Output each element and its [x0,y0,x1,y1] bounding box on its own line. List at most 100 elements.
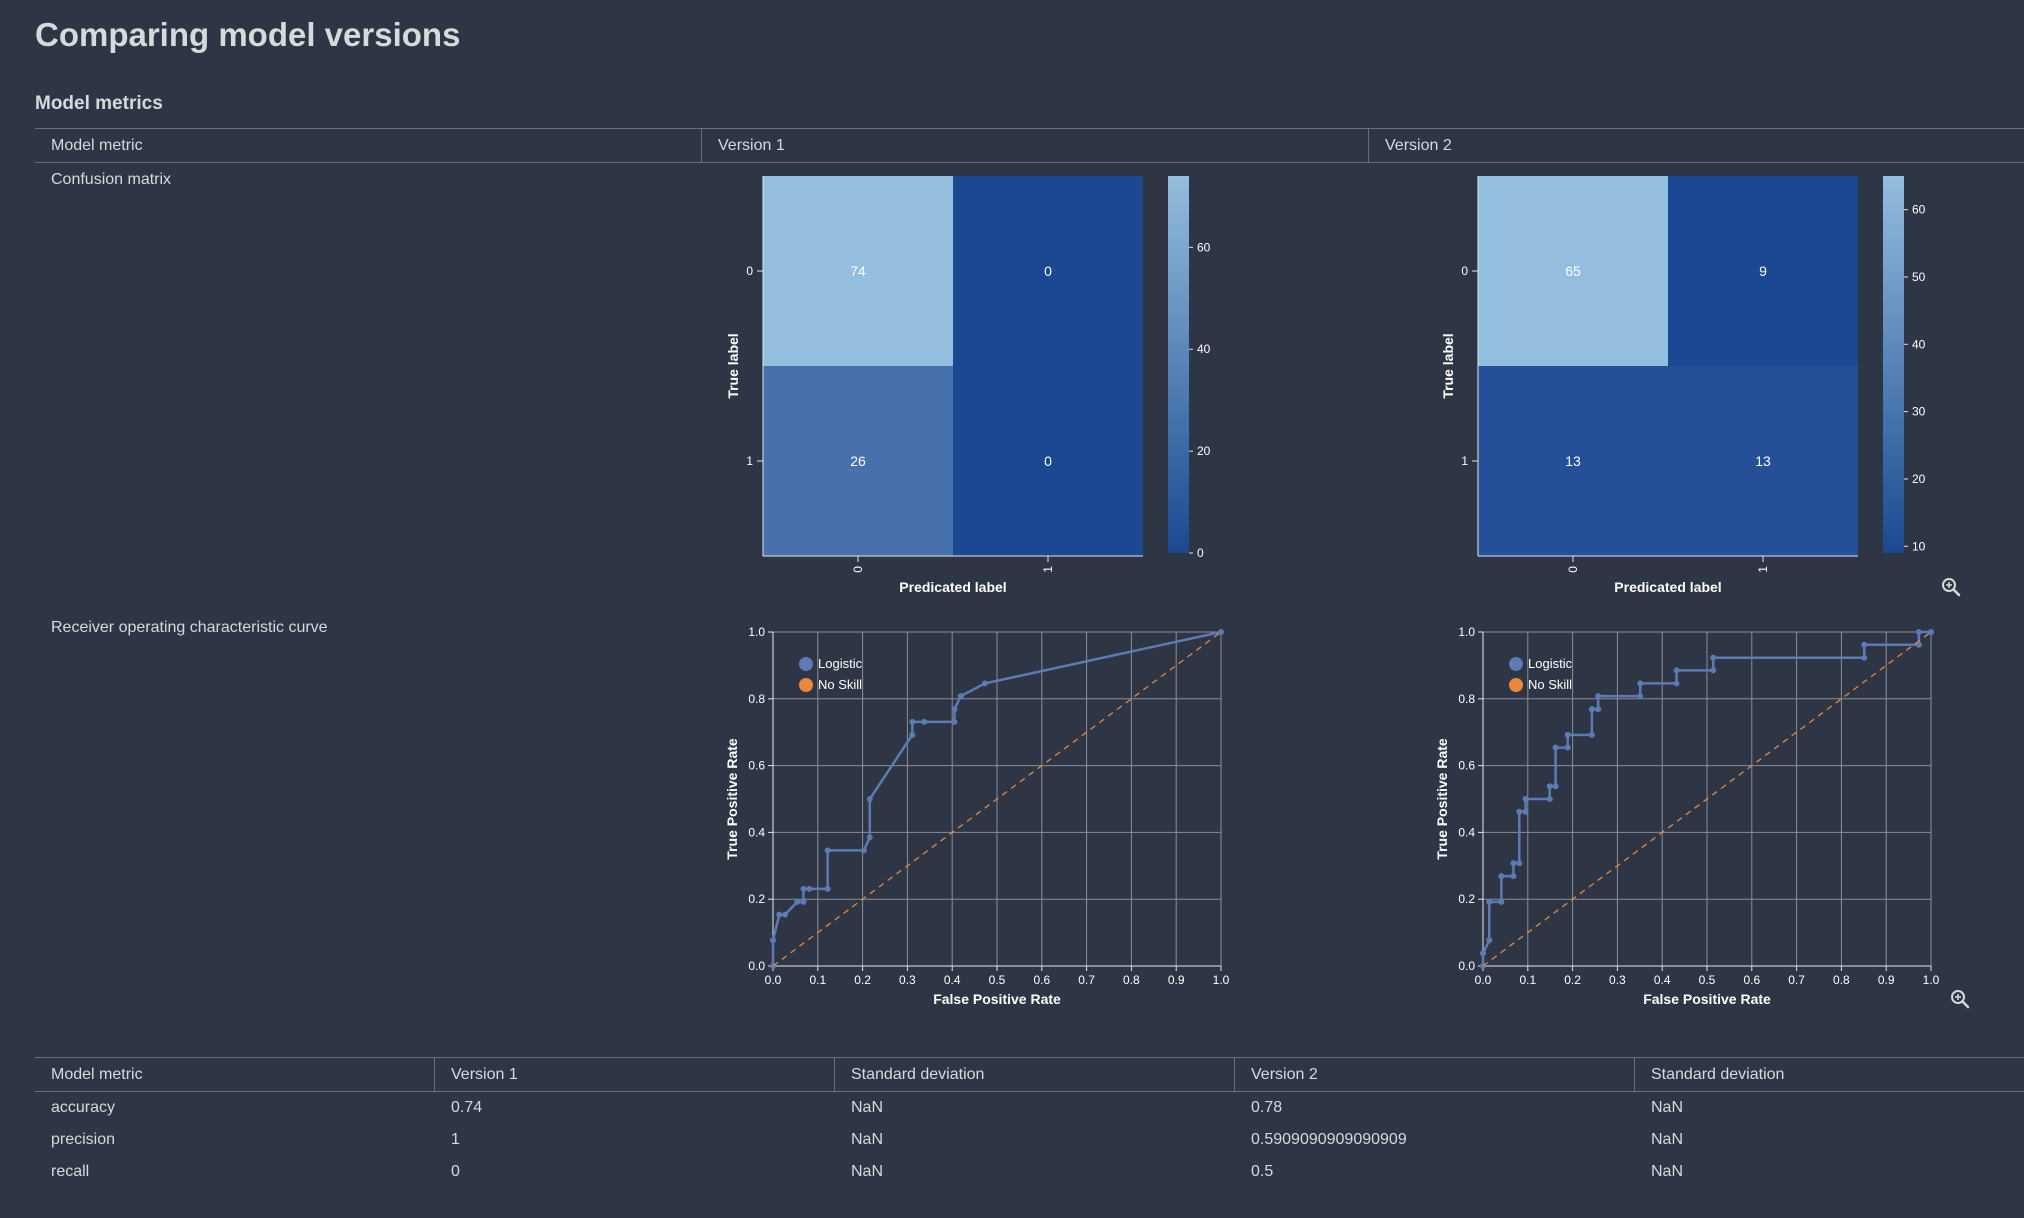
data-point [1915,629,1922,635]
y-tick-label: 0.4 [748,825,765,839]
x-axis-label: Predicated label [899,579,1006,595]
data-point [866,796,873,802]
legend-marker [1509,678,1523,692]
data-point [824,847,831,854]
matrix-cell [953,176,1143,366]
x-tick-label: 0.6 [1033,973,1050,987]
data-point [1498,873,1505,880]
roc-chart-v1: 0.0 0.1 0.2 0.3 0.4 0.5 0.6 0.7 0.8 0.9 1.0 0.0 0.2 0… [724,625,1230,1007]
column-divider [1368,128,1369,162]
metric-name: recall [51,1163,90,1180]
data-point [1673,667,1680,674]
data-point [1710,654,1717,661]
y-tick-label: 0.6 [1458,759,1475,773]
zoom-in-icon[interactable] [1949,988,1971,1010]
x-tick-label: 0.6 [1743,973,1760,987]
metric-std-v2: NaN [1651,1163,1684,1180]
data-point [1673,680,1680,687]
data-point [1595,706,1602,713]
stats-header-std-1: Standard deviation [851,1066,985,1083]
x-tick-label: 0.2 [1564,973,1581,987]
x-tick-label: 0.4 [1654,973,1671,987]
cell-value: 74 [850,263,866,279]
metric-value-v1: 0.74 [451,1099,483,1116]
stats-header-std-2: Standard deviation [1651,1066,1785,1083]
data-point [1546,783,1553,790]
y-axis-label: True Positive Rate [1434,738,1450,860]
divider [35,1057,2024,1058]
x-tick-label: 0.8 [1833,973,1850,987]
colorbar [1883,176,1904,553]
colorbar-tick-label: 60 [1912,203,1926,217]
y-tick-label: 0.4 [1458,825,1475,839]
x-tick-label: 0.9 [1878,973,1895,987]
stats-header-version-1: Version 1 [451,1066,518,1083]
data-point [921,718,928,725]
divider [35,128,2024,129]
metric-std-v2: NaN [1651,1099,1684,1116]
colorbar-tick-label: 0 [1197,546,1204,560]
x-tick-label: 0.8 [1123,973,1140,987]
matrix-cell [1478,176,1668,366]
data-point [1218,629,1224,635]
cell-value: 13 [1565,453,1581,469]
x-tick-label: 0 [851,566,865,573]
data-point [1516,808,1523,815]
matrix-cell [1668,176,1858,366]
metric-value-v2: 0.78 [1251,1099,1283,1116]
header-version-1: Version 1 [718,137,785,154]
y-tick-label: 0 [746,264,753,278]
colorbar-tick-label: 10 [1912,539,1926,553]
data-point [1516,860,1523,867]
y-tick-label: 0.6 [748,759,765,773]
matrix-cell [763,176,953,366]
zoom-in-icon[interactable] [1940,576,1962,598]
column-divider [701,128,702,162]
data-point [866,834,873,841]
y-tick-label: 0.0 [748,959,765,973]
data-point [981,680,988,687]
data-point [951,706,958,713]
y-tick-label: 0 [1461,264,1468,278]
x-tick-label: 0.0 [1475,973,1492,987]
column-divider [1234,1057,1235,1091]
legend-label: No Skill [1528,677,1572,692]
legend-marker [1509,657,1523,671]
data-point [1486,937,1493,944]
data-point [1588,731,1595,738]
data-point [1498,898,1505,905]
y-tick-label: 1.0 [1458,625,1475,639]
data-point [1552,744,1559,751]
metric-value-v1: 1 [451,1131,460,1148]
y-axis-label: True label [1440,333,1456,398]
data-point [1510,860,1517,867]
y-tick-label: 1 [1461,454,1468,468]
data-point [909,718,916,725]
x-tick-label: 0.9 [1168,973,1185,987]
data-point [1637,680,1644,687]
metric-value-v2: 0.5909090909090909 [1251,1131,1407,1148]
cell-value: 9 [1759,263,1767,279]
data-point [909,731,916,738]
legend-label: Logistic [1528,656,1573,671]
x-tick-label: 1 [1756,566,1770,573]
data-point [1928,629,1934,635]
confusion-matrix-v1: 74 0 26 0 0 1 0 1 Predicated label True label 0 20 4… [725,176,1211,595]
row-label-roc-curve: Receiver operating characteristic curve [51,619,328,636]
metric-name: precision [51,1131,116,1148]
column-divider [434,1057,435,1091]
data-point [794,898,801,905]
y-axis-label: True Positive Rate [724,738,740,860]
x-tick-label: 0.7 [1078,973,1095,987]
x-axis-label: False Positive Rate [933,991,1061,1007]
metric-name: accuracy [51,1099,116,1116]
data-point [824,885,831,892]
data-point [1861,654,1868,661]
roc-chart-v2: 0.0 0.1 0.2 0.3 0.4 0.5 0.6 0.7 0.8 0.9 1.0 0.0 0.2 0… [1434,625,1940,1007]
metric-value-v1: 0 [451,1163,460,1180]
data-point [1915,641,1922,648]
matrix-cell [763,366,953,556]
y-tick-label: 1.0 [748,625,765,639]
matrix-cell [953,366,1143,556]
